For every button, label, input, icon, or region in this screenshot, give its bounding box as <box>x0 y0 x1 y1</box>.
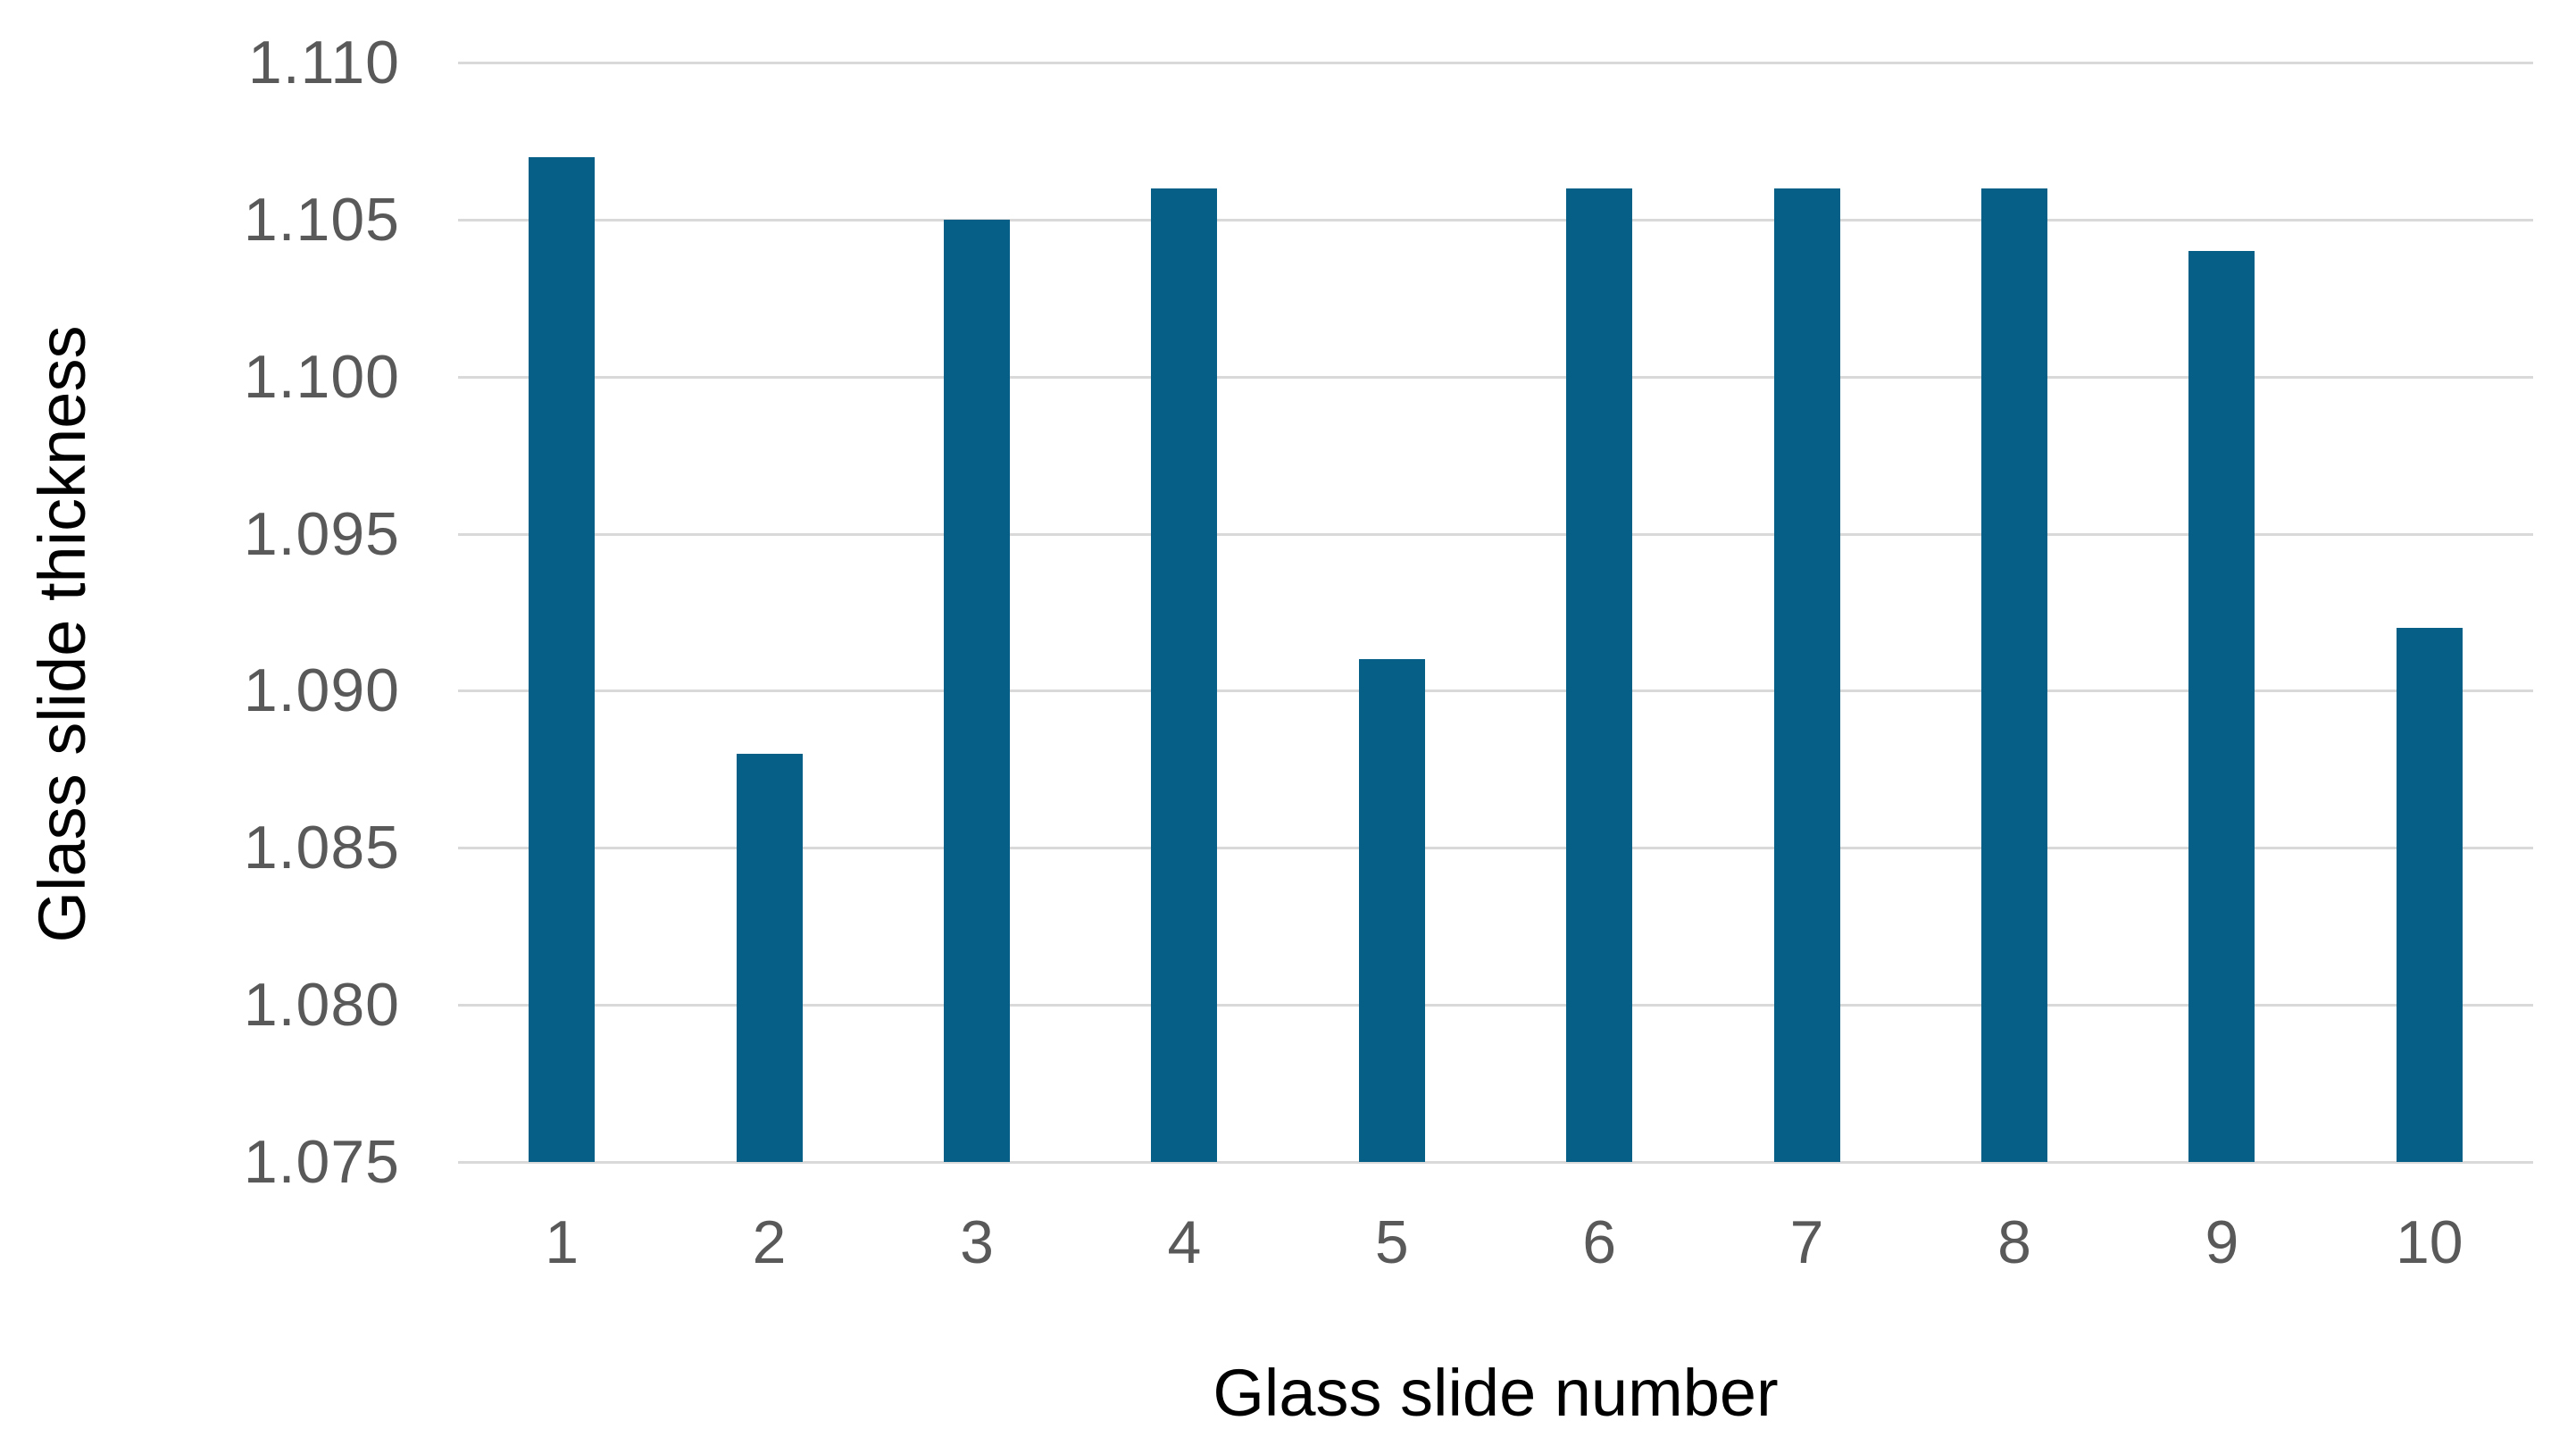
y-axis-title: Glass slide thickness <box>25 325 99 943</box>
x-tick-label: 8 <box>1997 1208 2031 1276</box>
bar-slide-3 <box>944 219 1010 1162</box>
x-tick-label: 3 <box>960 1208 994 1276</box>
y-tick-label: 1.090 <box>243 656 400 725</box>
x-tick-label: 1 <box>545 1208 579 1276</box>
gridline <box>458 1161 2533 1164</box>
bar-slide-10 <box>2396 628 2463 1162</box>
x-tick-label: 2 <box>752 1208 787 1276</box>
gridline <box>458 218 2533 221</box>
y-tick-label: 1.085 <box>243 814 400 882</box>
y-tick-label: 1.095 <box>243 499 400 568</box>
x-axis-title: Glass slide number <box>1213 1356 1779 1430</box>
y-tick-label: 1.080 <box>243 971 400 1040</box>
bar-slide-8 <box>1981 188 2047 1162</box>
gridline <box>458 847 2533 850</box>
gridline <box>458 1004 2533 1007</box>
bar-slide-7 <box>1773 188 1840 1162</box>
bar-slide-1 <box>529 156 596 1162</box>
y-tick-label: 1.110 <box>247 29 400 96</box>
x-tick-label: 10 <box>2395 1208 2463 1276</box>
bar-slide-6 <box>1566 188 1633 1162</box>
y-tick-label: 1.100 <box>243 342 400 411</box>
gridline <box>458 689 2533 693</box>
x-tick-label: 9 <box>2205 1208 2239 1276</box>
x-tick-label: 4 <box>1167 1208 1202 1276</box>
bar-slide-2 <box>736 753 803 1162</box>
gridline <box>458 375 2533 379</box>
bar-slide-4 <box>1151 188 1218 1162</box>
y-tick-label: 1.075 <box>243 1128 400 1196</box>
x-tick-label: 6 <box>1582 1208 1617 1276</box>
x-tick-label: 7 <box>1789 1208 1824 1276</box>
plot-area <box>458 62 2533 1164</box>
bar-slide-9 <box>2188 251 2255 1162</box>
gridline <box>458 532 2533 536</box>
bar-slide-5 <box>1358 659 1425 1162</box>
y-tick-label: 1.105 <box>243 185 400 254</box>
x-tick-label: 5 <box>1374 1208 1409 1276</box>
gridline <box>458 62 2533 64</box>
